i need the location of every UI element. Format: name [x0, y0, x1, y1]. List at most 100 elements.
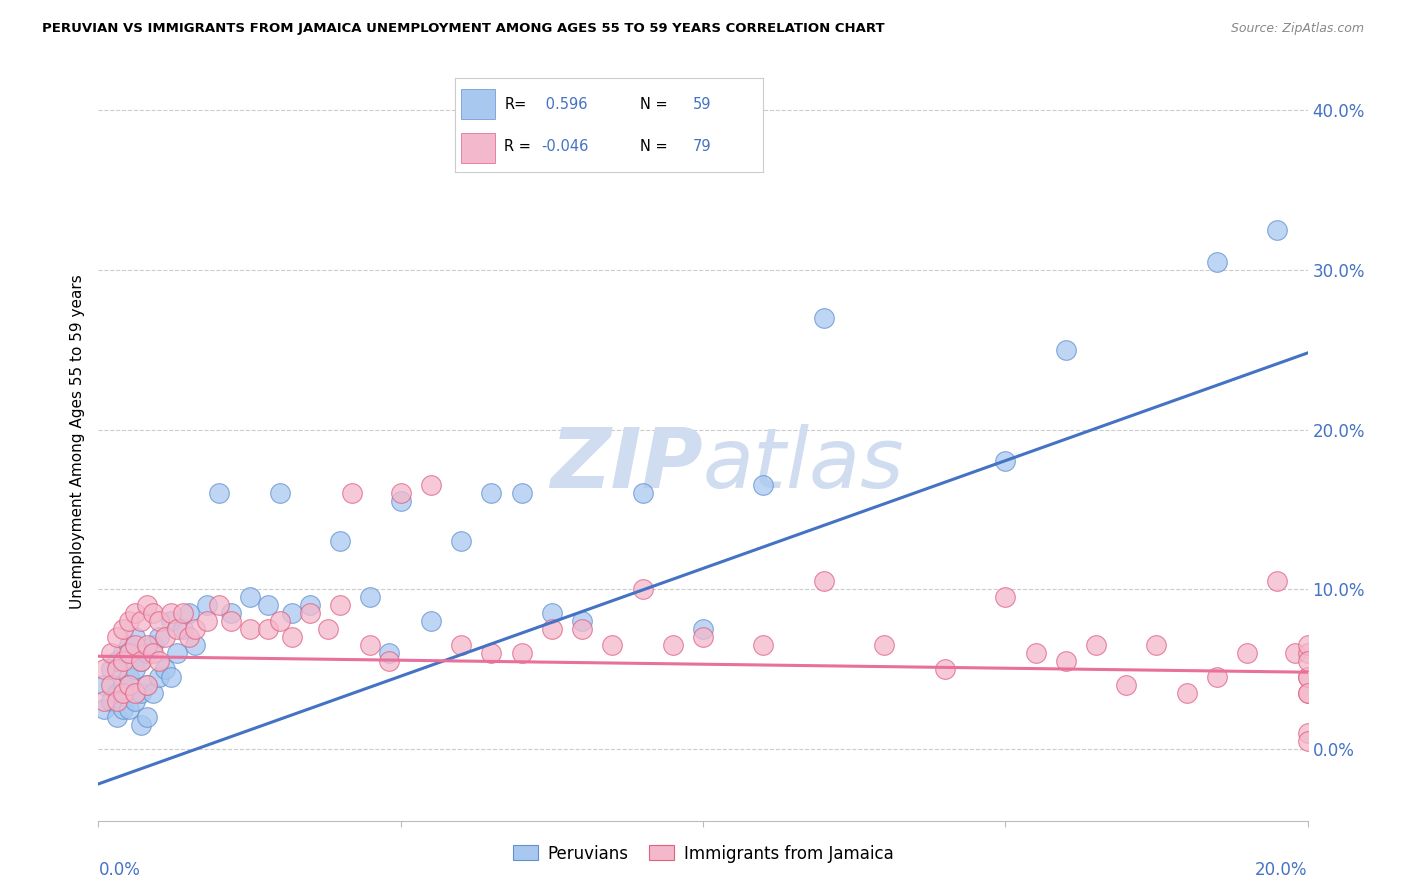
- Point: [118, 702, 141, 716]
- Point: [329, 534, 352, 549]
- Point: [1267, 574, 1289, 589]
- Point: [1206, 255, 1229, 269]
- Point: [873, 638, 896, 652]
- Point: [1054, 343, 1077, 357]
- Point: [540, 622, 562, 636]
- Point: [377, 646, 399, 660]
- Point: [111, 678, 134, 692]
- Point: [269, 614, 291, 628]
- Point: [1284, 646, 1306, 660]
- Point: [1267, 223, 1289, 237]
- Point: [1115, 678, 1137, 692]
- Point: [172, 622, 194, 636]
- Point: [160, 670, 183, 684]
- Point: [124, 694, 146, 708]
- Point: [661, 638, 683, 652]
- Point: [160, 614, 183, 628]
- Point: [450, 638, 472, 652]
- Point: [389, 486, 412, 500]
- Point: [510, 486, 533, 500]
- Point: [256, 598, 278, 612]
- Point: [142, 686, 165, 700]
- Point: [1296, 686, 1319, 700]
- Point: [135, 678, 157, 692]
- Point: [1024, 646, 1046, 660]
- Point: [571, 614, 593, 628]
- Point: [142, 638, 165, 652]
- Point: [111, 686, 134, 700]
- Point: [184, 638, 207, 652]
- Point: [1296, 638, 1319, 652]
- Point: [129, 614, 152, 628]
- Point: [118, 614, 141, 628]
- Point: [135, 678, 157, 692]
- Point: [239, 590, 262, 604]
- Point: [153, 662, 176, 676]
- Point: [135, 598, 157, 612]
- Point: [377, 654, 399, 668]
- Point: [93, 662, 115, 676]
- Point: [1296, 726, 1319, 740]
- Point: [100, 694, 122, 708]
- Point: [105, 630, 128, 644]
- Point: [105, 694, 128, 708]
- Point: [994, 590, 1017, 604]
- Point: [360, 638, 382, 652]
- Point: [124, 606, 146, 620]
- Point: [994, 454, 1017, 468]
- Point: [1296, 734, 1319, 748]
- Point: [124, 630, 146, 644]
- Point: [148, 614, 170, 628]
- Point: [360, 590, 382, 604]
- Text: Source: ZipAtlas.com: Source: ZipAtlas.com: [1230, 22, 1364, 36]
- Point: [111, 702, 134, 716]
- Point: [571, 622, 593, 636]
- Point: [510, 646, 533, 660]
- Point: [100, 678, 122, 692]
- Text: 20.0%: 20.0%: [1256, 861, 1308, 879]
- Text: atlas: atlas: [703, 424, 904, 505]
- Point: [184, 622, 207, 636]
- Point: [281, 630, 304, 644]
- Point: [602, 638, 624, 652]
- Point: [281, 606, 304, 620]
- Point: [420, 478, 443, 492]
- Point: [124, 686, 146, 700]
- Point: [105, 686, 128, 700]
- Point: [299, 598, 322, 612]
- Text: ZIP: ZIP: [550, 424, 703, 505]
- Point: [1296, 654, 1319, 668]
- Point: [118, 670, 141, 684]
- Point: [316, 622, 339, 636]
- Point: [208, 598, 231, 612]
- Point: [813, 310, 835, 325]
- Point: [166, 622, 188, 636]
- Point: [129, 654, 152, 668]
- Point: [93, 702, 115, 716]
- Point: [105, 654, 128, 668]
- Point: [148, 670, 170, 684]
- Point: [135, 646, 157, 660]
- Point: [166, 646, 188, 660]
- Point: [124, 662, 146, 676]
- Point: [179, 606, 201, 620]
- Point: [129, 686, 152, 700]
- Point: [105, 662, 128, 676]
- Point: [135, 638, 157, 652]
- Point: [221, 614, 243, 628]
- Point: [1054, 654, 1077, 668]
- Point: [631, 486, 654, 500]
- Point: [160, 606, 183, 620]
- Point: [752, 638, 775, 652]
- Point: [111, 654, 134, 668]
- Point: [481, 486, 503, 500]
- Point: [172, 606, 194, 620]
- Point: [148, 654, 170, 668]
- Point: [1236, 646, 1258, 660]
- Point: [752, 478, 775, 492]
- Point: [208, 486, 231, 500]
- Point: [299, 606, 322, 620]
- Point: [256, 622, 278, 636]
- Point: [93, 694, 115, 708]
- Point: [1085, 638, 1108, 652]
